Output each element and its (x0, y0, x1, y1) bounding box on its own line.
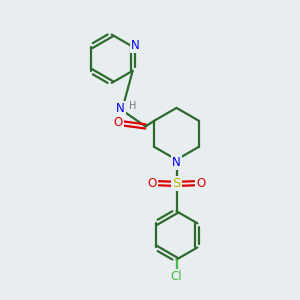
Text: N: N (172, 156, 181, 169)
Text: N: N (131, 39, 140, 52)
Text: H: H (129, 101, 136, 111)
Text: O: O (114, 116, 123, 129)
Text: O: O (148, 177, 157, 190)
Text: N: N (116, 102, 125, 115)
Text: S: S (172, 177, 181, 190)
Text: Cl: Cl (171, 270, 182, 283)
Text: O: O (196, 177, 205, 190)
